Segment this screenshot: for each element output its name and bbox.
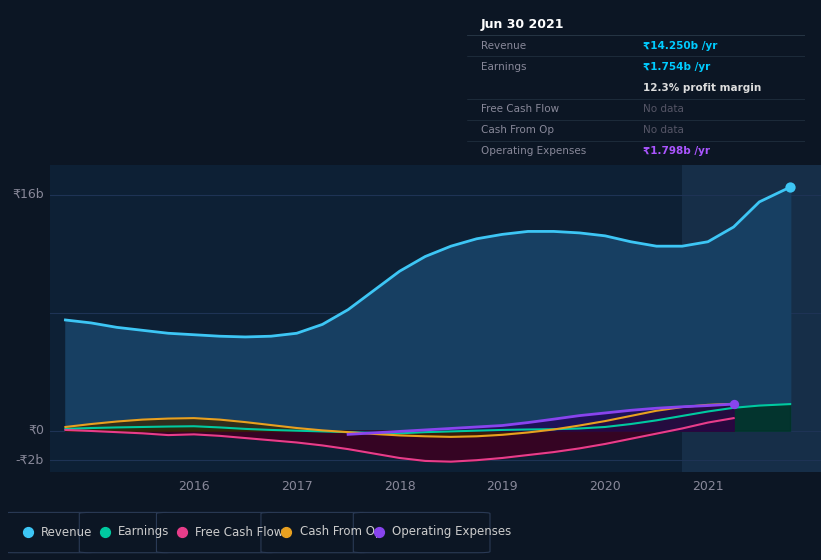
FancyBboxPatch shape (157, 512, 278, 553)
Text: Jun 30 2021: Jun 30 2021 (480, 18, 564, 31)
Text: Revenue: Revenue (480, 41, 525, 51)
Bar (682, 165, 821, 472)
Point (280, 528, 293, 536)
FancyBboxPatch shape (80, 512, 173, 553)
Point (727, 400, 741, 409)
Text: ₹1.754b /yr: ₹1.754b /yr (643, 62, 710, 72)
Text: Cash From Op: Cash From Op (300, 525, 383, 539)
Text: ₹1.798b /yr: ₹1.798b /yr (643, 146, 710, 156)
Point (176, 528, 189, 536)
Text: 12.3% profit margin: 12.3% profit margin (643, 83, 761, 93)
Text: Cash From Op: Cash From Op (480, 125, 553, 136)
Text: Earnings: Earnings (118, 525, 170, 539)
FancyBboxPatch shape (261, 512, 370, 553)
Text: Earnings: Earnings (480, 62, 526, 72)
Text: Operating Expenses: Operating Expenses (392, 525, 511, 539)
Text: No data: No data (643, 104, 684, 114)
Text: -₹2b: -₹2b (16, 454, 44, 466)
Text: ₹0: ₹0 (28, 424, 44, 437)
FancyBboxPatch shape (353, 512, 490, 553)
Text: ₹14.250b /yr: ₹14.250b /yr (643, 41, 717, 51)
Text: ₹16b: ₹16b (12, 188, 44, 201)
Point (99, 528, 112, 536)
Text: No data: No data (643, 125, 684, 136)
Text: Free Cash Flow: Free Cash Flow (195, 525, 284, 539)
Point (21, 528, 34, 536)
Text: Free Cash Flow: Free Cash Flow (480, 104, 558, 114)
FancyBboxPatch shape (2, 512, 96, 553)
Text: Operating Expenses: Operating Expenses (480, 146, 585, 156)
Text: Revenue: Revenue (41, 525, 93, 539)
Point (372, 528, 385, 536)
Point (783, 183, 796, 192)
